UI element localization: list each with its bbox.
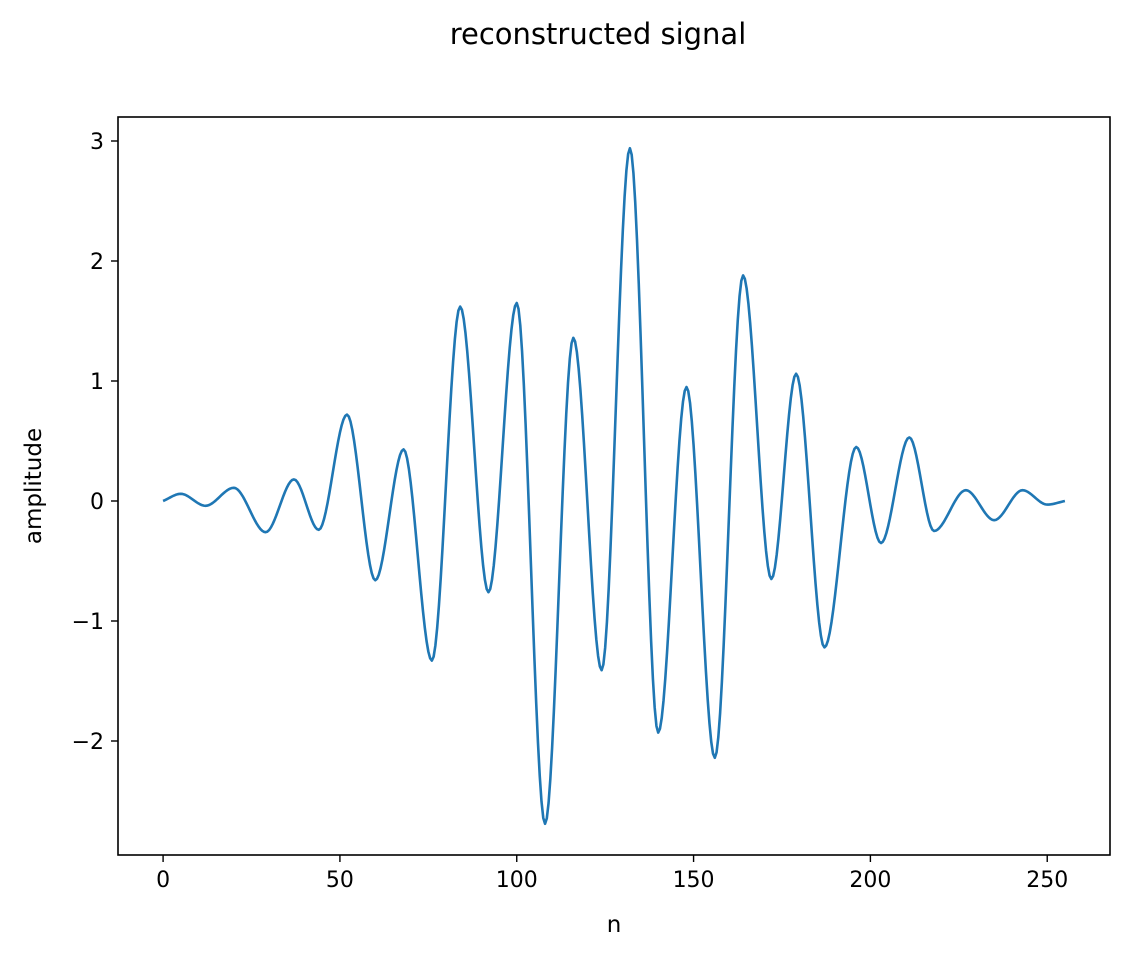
- chart-title: reconstructed signal: [450, 17, 747, 51]
- x-axis-label: n: [607, 912, 622, 938]
- x-tick-label: 150: [673, 868, 715, 893]
- x-tick-label: 0: [156, 868, 170, 893]
- y-tick-label: 1: [90, 370, 104, 395]
- x-tick-label: 200: [849, 868, 891, 893]
- x-tick-label: 50: [326, 868, 354, 893]
- y-tick-label: −1: [72, 610, 104, 635]
- y-axis: −2 −1 0 1 2 3: [72, 130, 118, 755]
- y-tick-label: 3: [90, 130, 104, 155]
- plot-frame: [117, 116, 1111, 856]
- y-tick-label: −2: [72, 730, 104, 755]
- signal-line: [162, 146, 1066, 826]
- x-axis: 0 50 100 150 200 250: [156, 855, 1068, 893]
- x-tick-label: 250: [1026, 868, 1068, 893]
- y-tick-label: 2: [90, 250, 104, 275]
- y-tick-label: 0: [90, 490, 104, 515]
- x-tick-label: 100: [496, 868, 538, 893]
- y-axis-label: amplitude: [21, 428, 47, 544]
